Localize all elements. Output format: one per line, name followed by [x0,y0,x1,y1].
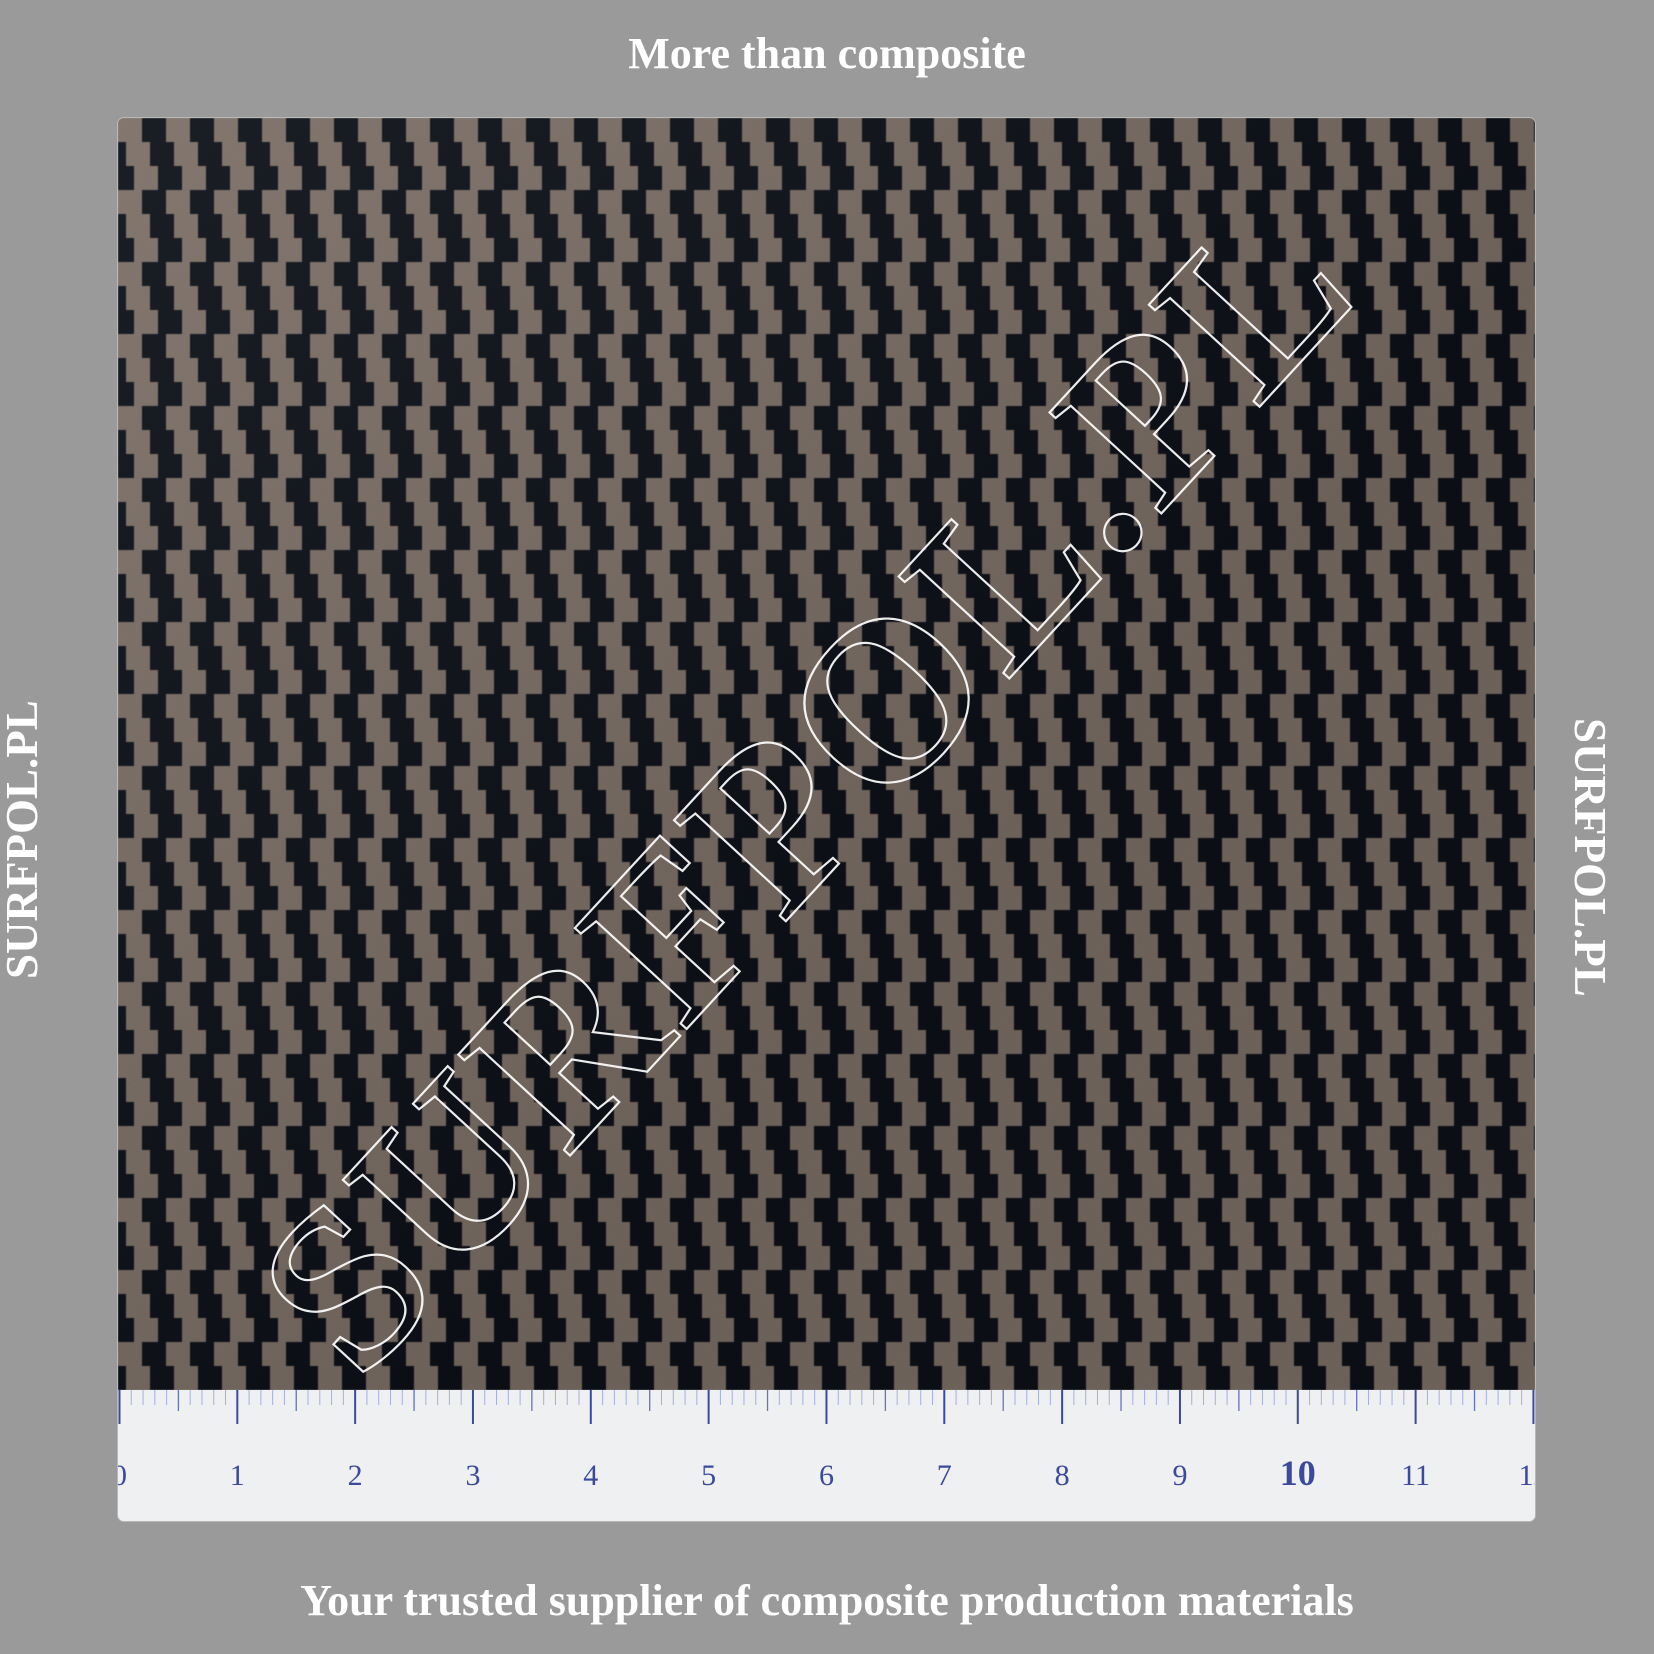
svg-text:10: 10 [1280,1453,1316,1493]
svg-text:1: 1 [230,1459,245,1492]
svg-text:3: 3 [465,1459,480,1492]
svg-text:8: 8 [1055,1459,1070,1492]
svg-text:12: 12 [1518,1459,1535,1492]
svg-text:5: 5 [701,1459,716,1492]
svg-text:2: 2 [348,1459,363,1492]
svg-text:9: 9 [1172,1459,1187,1492]
svg-text:0: 0 [118,1459,127,1492]
svg-text:6: 6 [819,1459,834,1492]
svg-text:4: 4 [583,1459,598,1492]
svg-text:11: 11 [1401,1459,1430,1492]
svg-text:7: 7 [937,1459,952,1492]
